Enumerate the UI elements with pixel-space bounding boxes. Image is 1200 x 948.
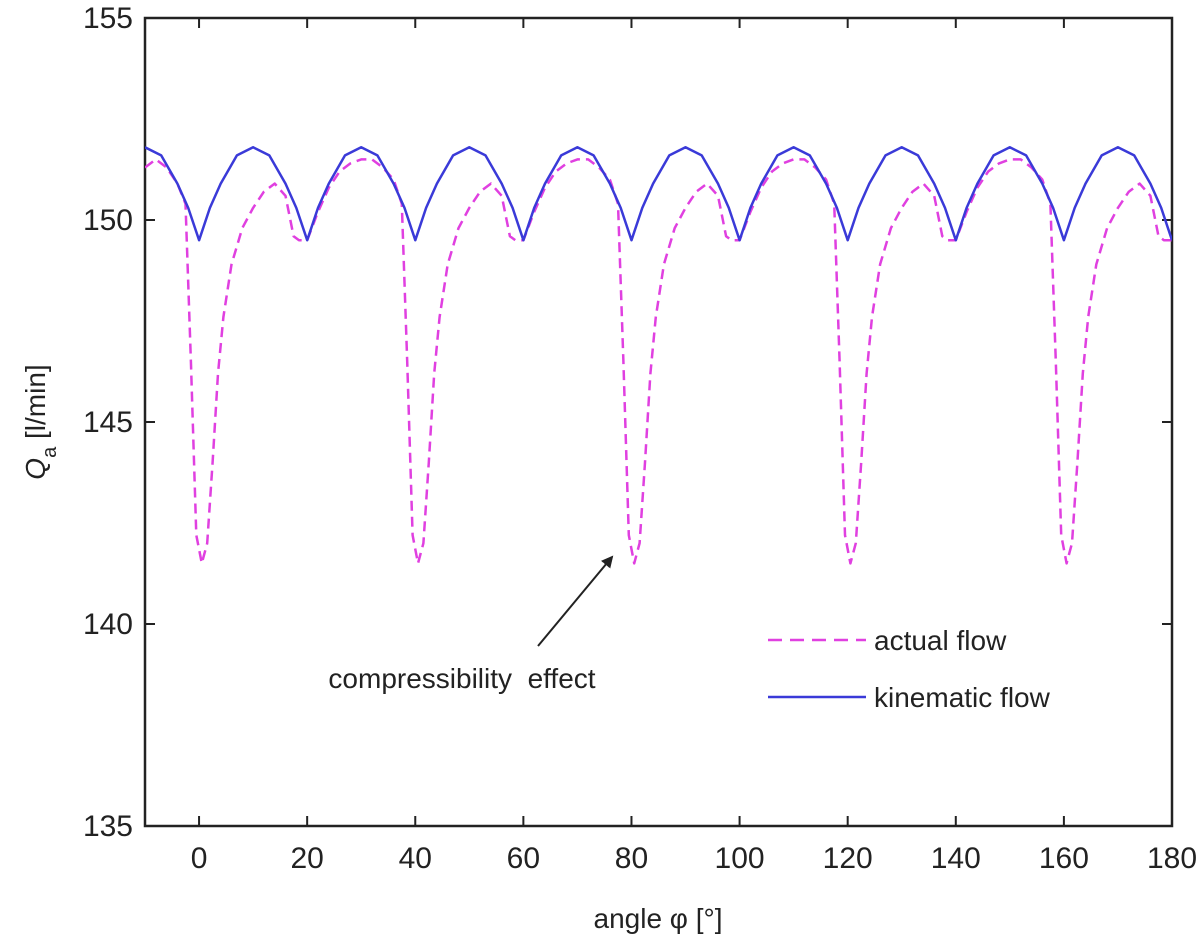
series-layer <box>145 146 1172 565</box>
y-tick-label: 140 <box>83 608 133 641</box>
y-tick-label: 155 <box>83 2 133 35</box>
y-tick-label: 150 <box>83 204 133 237</box>
x-tick-label: 120 <box>823 842 873 875</box>
annotation-text: compressibility effect <box>328 663 595 694</box>
series-line-actual-flow <box>145 158 1172 565</box>
series-line-kinematic-flow <box>145 146 1172 242</box>
x-tick-label: 20 <box>290 842 323 875</box>
x-tick-label: 80 <box>615 842 648 875</box>
x-tick-label: 40 <box>399 842 432 875</box>
y-tick-label: 135 <box>83 810 133 843</box>
x-tick-label: 180 <box>1147 842 1197 875</box>
y-tick-label: 145 <box>83 406 133 439</box>
axis-ticks: 0 20 40 60 80 100 120 140 160 180 135 140 145 150 155 <box>83 2 1197 875</box>
legend-label-kinematic-flow: kinematic flow <box>874 682 1051 713</box>
annotation-arrow <box>537 555 614 647</box>
legend-label-actual-flow: actual flow <box>874 625 1007 656</box>
x-axis-label: angle φ [°] <box>594 903 723 934</box>
y-axis-label: Qa [l/min] <box>20 364 61 479</box>
x-tick-label: 160 <box>1039 842 1089 875</box>
x-tick-label: 100 <box>715 842 765 875</box>
legend: actual flow kinematic flow <box>768 625 1051 713</box>
x-tick-label: 60 <box>507 842 540 875</box>
x-tick-label: 140 <box>931 842 981 875</box>
x-tick-label: 0 <box>191 842 208 875</box>
